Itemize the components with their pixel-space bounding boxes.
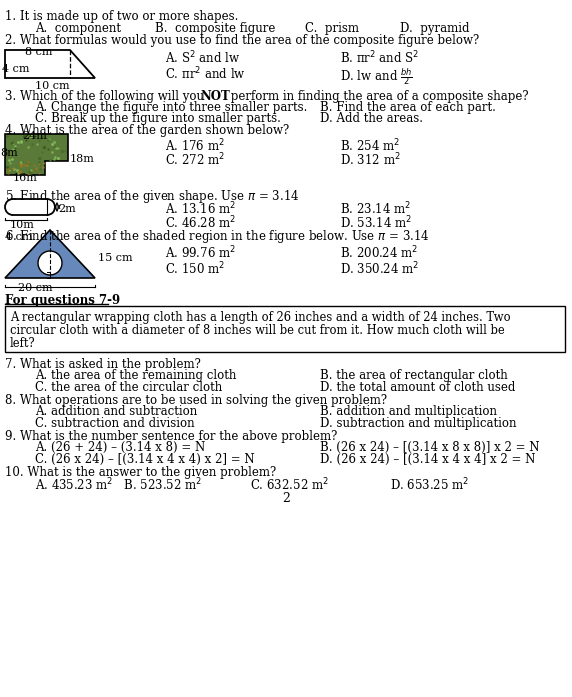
Text: C. subtraction and division: C. subtraction and division [35,417,194,430]
Text: C. Break up the figure into smaller parts.: C. Break up the figure into smaller part… [35,112,281,125]
Text: A. the area of the remaining cloth: A. the area of the remaining cloth [35,369,236,382]
Text: D. 312 m$^2$: D. 312 m$^2$ [340,152,401,169]
Text: 2. What formulas would you use to find the area of the composite figure below?: 2. What formulas would you use to find t… [5,34,479,47]
Text: 1. It is made up of two or more shapes.: 1. It is made up of two or more shapes. [5,10,239,23]
Text: D. 53.14 m$^2$: D. 53.14 m$^2$ [340,215,412,231]
Text: A.  component: A. component [35,22,121,35]
Text: 2m: 2m [58,204,76,214]
Polygon shape [5,134,68,175]
Text: C. πr$^2$ and lw: C. πr$^2$ and lw [165,66,246,83]
Text: D. Add the areas.: D. Add the areas. [320,112,423,125]
Text: A. 176 m$^2$: A. 176 m$^2$ [165,138,225,155]
Text: B. 23.14 m$^2$: B. 23.14 m$^2$ [340,201,411,217]
Text: B. πr$^2$ and S$^2$: B. πr$^2$ and S$^2$ [340,50,419,67]
Text: C. 272 m$^2$: C. 272 m$^2$ [165,152,225,169]
Text: D. the total amount of cloth used: D. the total amount of cloth used [320,381,515,394]
Text: B. addition and multiplication: B. addition and multiplication [320,405,497,418]
Text: 20 cm: 20 cm [18,283,53,293]
Text: 4. What is the area of the garden shown below?: 4. What is the area of the garden shown … [5,124,289,137]
Text: B. Find the area of each part.: B. Find the area of each part. [320,101,496,114]
Text: D.  pyramid: D. pyramid [400,22,470,35]
Text: 2: 2 [282,492,290,505]
Text: 18m: 18m [70,154,95,164]
Text: B. (26 x 24) – [(3.14 x 8 x 8)] x 2 = N: B. (26 x 24) – [(3.14 x 8 x 8)] x 2 = N [320,441,539,454]
Text: B. the area of rectangular cloth: B. the area of rectangular cloth [320,369,508,382]
Text: 7. What is asked in the problem?: 7. What is asked in the problem? [5,358,201,371]
Circle shape [38,251,62,275]
Text: C. (26 x 24) – [(3.14 x 4 x 4) x 2] = N: C. (26 x 24) – [(3.14 x 4 x 4) x 2] = N [35,453,255,466]
Text: C. 46.28 m$^2$: C. 46.28 m$^2$ [165,215,236,231]
Text: 24m: 24m [22,131,47,141]
Text: C. the area of the circular cloth: C. the area of the circular cloth [35,381,223,394]
Text: circular cloth with a diameter of 8 inches will be cut from it. How much cloth w: circular cloth with a diameter of 8 inch… [10,324,505,337]
Polygon shape [5,230,95,278]
Text: 15 cm: 15 cm [98,253,133,263]
Text: 4 cm: 4 cm [2,64,30,74]
Text: A. Change the figure into three smaller parts.: A. Change the figure into three smaller … [35,101,307,114]
Text: B. 200.24 m$^2$: B. 200.24 m$^2$ [340,245,418,261]
Text: D. 653.25 m$^2$: D. 653.25 m$^2$ [390,477,469,493]
Text: 6. Find the area of the shaded region in the figure below. Use $\pi$ = 3.14: 6. Find the area of the shaded region in… [5,228,430,245]
Text: A. 435.23 m$^2$   B. 523.52 m$^2$: A. 435.23 m$^2$ B. 523.52 m$^2$ [35,477,202,493]
Text: 16m: 16m [13,173,38,183]
Text: left?: left? [10,337,35,350]
Text: D. (26 x 24) – [(3.14 x 4 x 4] x 2 = N: D. (26 x 24) – [(3.14 x 4 x 4] x 2 = N [320,453,535,466]
Text: A. 13.16 m$^2$: A. 13.16 m$^2$ [165,201,236,217]
Text: 3. Which of the following will you: 3. Which of the following will you [5,90,208,103]
Text: A. 99.76 m$^2$: A. 99.76 m$^2$ [165,245,236,261]
Text: B.  composite figure: B. composite figure [155,22,275,35]
Text: B. 254 m$^2$: B. 254 m$^2$ [340,138,400,155]
Text: 8m: 8m [0,148,18,158]
Text: perform in finding the area of a composite shape?: perform in finding the area of a composi… [227,90,529,103]
Text: D. 350.24 m$^2$: D. 350.24 m$^2$ [340,261,419,277]
Text: 4 cm: 4 cm [5,232,33,242]
Text: A. (26 + 24) – (3.14 x 8) = N: A. (26 + 24) – (3.14 x 8) = N [35,441,205,454]
Text: D. lw and $\frac{bh}{2}$: D. lw and $\frac{bh}{2}$ [340,66,413,87]
Text: NOT: NOT [200,90,230,103]
Text: For questions 7-9: For questions 7-9 [5,294,120,307]
Text: 5. Find the area of the given shape. Use $\pi$ = 3.14: 5. Find the area of the given shape. Use… [5,188,299,205]
Text: A. addition and subtraction: A. addition and subtraction [35,405,197,418]
Text: 8. What operations are to be used in solving the given problem?: 8. What operations are to be used in sol… [5,394,387,407]
Text: 8 cm: 8 cm [25,47,53,57]
Text: A rectangular wrapping cloth has a length of 26 inches and a width of 24 inches.: A rectangular wrapping cloth has a lengt… [10,311,511,324]
Text: 10 cm: 10 cm [35,81,70,91]
Text: 10. What is the answer to the given problem?: 10. What is the answer to the given prob… [5,466,276,479]
Text: C.  prism: C. prism [305,22,359,35]
Text: 10m: 10m [10,220,35,230]
Text: D. subtraction and multiplication: D. subtraction and multiplication [320,417,517,430]
Text: 9. What is the number sentence for the above problem?: 9. What is the number sentence for the a… [5,430,337,443]
Bar [5,306,565,352]
Text: C. 150 m$^2$: C. 150 m$^2$ [165,261,225,277]
Text: A. S$^2$ and lw: A. S$^2$ and lw [165,50,240,67]
Text: C. 632.52 m$^2$: C. 632.52 m$^2$ [250,477,329,493]
